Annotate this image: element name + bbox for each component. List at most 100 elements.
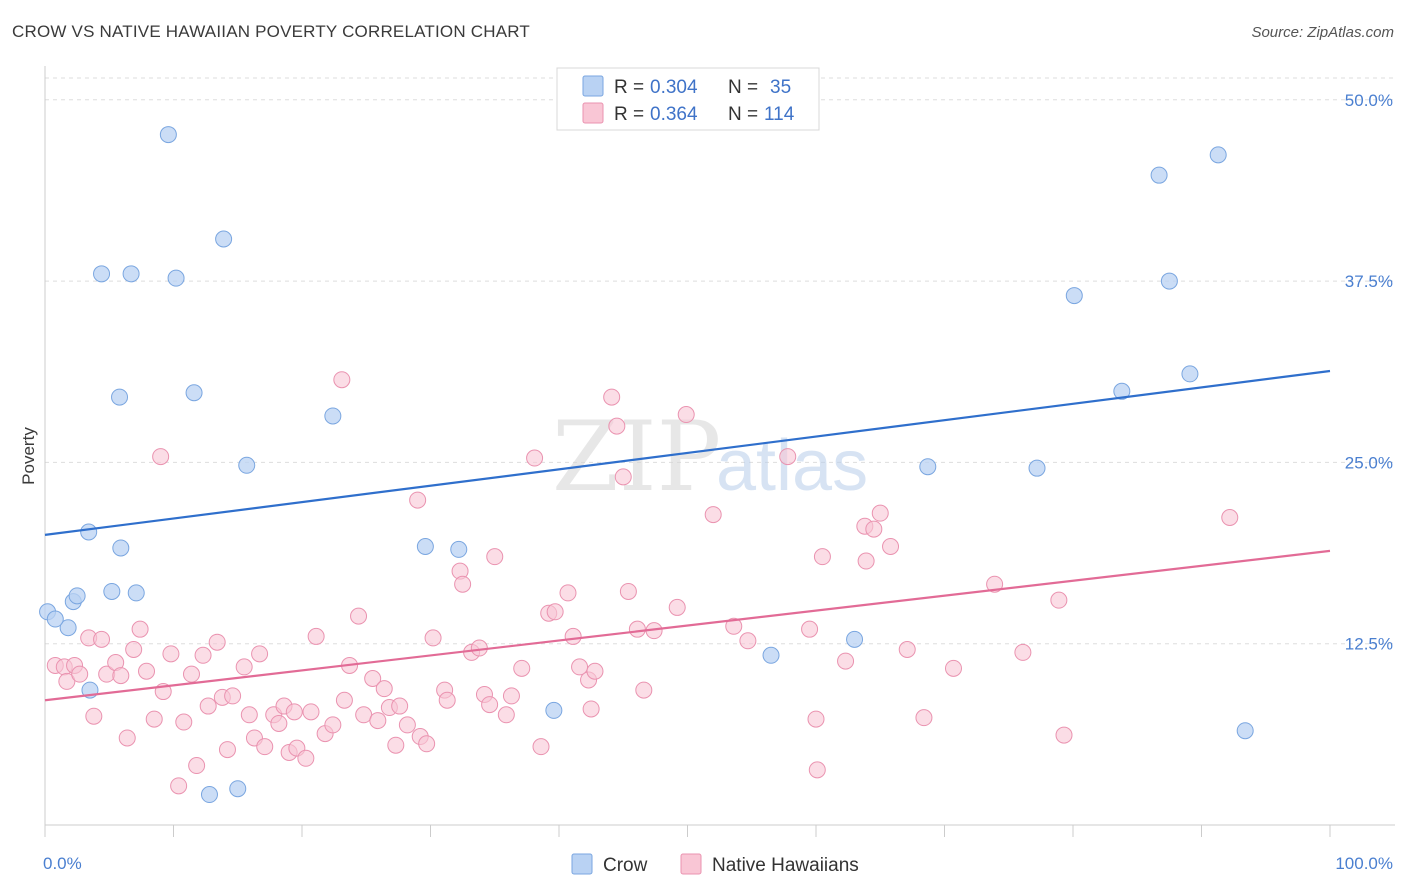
crow-point bbox=[59, 619, 77, 637]
native-hawaiians-point bbox=[71, 665, 89, 683]
native-hawaiians-point bbox=[559, 584, 577, 602]
native-hawaiians-point bbox=[350, 607, 368, 625]
native-hawaiians-point bbox=[418, 735, 436, 753]
crow-point bbox=[324, 407, 342, 425]
native-hawaiians-point bbox=[871, 504, 889, 522]
native-hawaiians-point bbox=[837, 652, 855, 670]
x-tick-labels: 0.0% 100.0% bbox=[43, 854, 1393, 873]
watermark-atlas: atlas bbox=[716, 426, 868, 506]
native-hawaiians-point bbox=[779, 448, 797, 466]
native-hawaiians-point bbox=[131, 620, 149, 638]
native-hawaiians-point bbox=[898, 640, 916, 658]
native-hawaiians-point bbox=[175, 713, 193, 731]
y-axis-label: Poverty bbox=[19, 427, 38, 485]
legend-n-value: 35 bbox=[770, 77, 791, 98]
y-tick-label: 37.5% bbox=[1345, 272, 1393, 291]
native-hawaiians-point bbox=[739, 632, 757, 650]
y-tick-label: 50.0% bbox=[1345, 91, 1393, 110]
native-hawaiians-point bbox=[235, 658, 253, 676]
crow-point bbox=[1065, 287, 1083, 305]
native-hawaiians-point bbox=[224, 687, 242, 705]
native-hawaiians-point bbox=[375, 680, 393, 698]
legend-r-label: R = bbox=[614, 104, 644, 125]
crow-point bbox=[762, 646, 780, 664]
native-hawaiians-point bbox=[182, 665, 200, 683]
axes bbox=[44, 66, 1395, 837]
watermark-zip: ZIP bbox=[552, 401, 721, 513]
crow-points bbox=[39, 126, 1254, 804]
crow-point bbox=[1113, 382, 1131, 400]
legend-swatch-crow bbox=[582, 75, 604, 97]
y-tick-label: 12.5% bbox=[1345, 635, 1393, 654]
legend-n-label: N = bbox=[728, 77, 758, 98]
native-hawaiians-point bbox=[324, 716, 342, 734]
crow-point bbox=[1160, 272, 1178, 290]
crow-point bbox=[112, 539, 130, 557]
native-hawaiians-point bbox=[355, 706, 373, 724]
bottom-legend: Crow Native Hawaiians bbox=[571, 853, 859, 876]
native-hawaiians-point bbox=[915, 709, 933, 727]
native-hawaiians-point bbox=[582, 700, 600, 718]
native-hawaiians-point bbox=[619, 582, 637, 600]
native-hawaiians-point bbox=[546, 603, 564, 621]
crow-point bbox=[200, 786, 218, 804]
native-hawaiians-point bbox=[1221, 508, 1239, 526]
native-hawaiians-point bbox=[170, 777, 188, 795]
native-hawaiians-point bbox=[486, 548, 504, 566]
source-label: Source: ZipAtlas.com bbox=[1251, 24, 1394, 41]
native-hawaiians-point bbox=[526, 449, 544, 467]
crow-trend-line bbox=[44, 369, 1331, 536]
native-hawaiians-point bbox=[424, 629, 442, 647]
native-hawaiians-point bbox=[454, 575, 472, 593]
native-hawaiians-point bbox=[364, 670, 382, 688]
native-hawaiians-point bbox=[677, 406, 695, 424]
legend-n-value: 114 bbox=[764, 104, 795, 125]
native-hawaiians-point bbox=[270, 714, 288, 732]
native-hawaiians-point bbox=[857, 552, 875, 570]
legend-r-value: 0.364 bbox=[650, 104, 698, 125]
native-hawaiians-point bbox=[194, 646, 212, 664]
native-hawaiians-point bbox=[398, 716, 416, 734]
native-hawaiians-point bbox=[256, 738, 274, 756]
native-hawaiians-point bbox=[668, 598, 686, 616]
native-hawaiians-point bbox=[586, 662, 604, 680]
crow-point bbox=[122, 265, 140, 283]
crow-point bbox=[80, 523, 98, 541]
crow-point bbox=[103, 582, 121, 600]
native-hawaiians-point bbox=[297, 749, 315, 767]
bottom-legend-label-crow: Crow bbox=[603, 855, 648, 876]
native-hawaiians-point bbox=[564, 627, 582, 645]
native-hawaiians-point bbox=[481, 696, 499, 714]
native-hawaiians-point bbox=[725, 617, 743, 635]
native-hawaiians-point bbox=[608, 417, 626, 435]
native-hawaiians-point bbox=[391, 697, 409, 715]
chart-title: CROW VS NATIVE HAWAIIAN POVERTY CORRELAT… bbox=[12, 22, 530, 41]
trend-lines bbox=[44, 369, 1331, 702]
native-hawaiians-point bbox=[240, 706, 258, 724]
native-hawaiians-point bbox=[85, 707, 103, 725]
crow-point bbox=[46, 610, 64, 628]
native-hawaiians-point bbox=[603, 388, 621, 406]
native-hawaiians-point bbox=[302, 703, 320, 721]
top-legend: R = 0.304 N = 35 R = 0.364 N = 114 bbox=[556, 67, 820, 131]
crow-point bbox=[919, 458, 937, 476]
native-hawaiians-point bbox=[502, 687, 520, 705]
bottom-legend-swatch-native-hawaiians bbox=[680, 853, 702, 875]
native-hawaiians-point bbox=[882, 538, 900, 556]
native-hawaiians-point bbox=[1050, 591, 1068, 609]
native-hawaiians-point bbox=[152, 448, 170, 466]
crow-point bbox=[1236, 722, 1254, 740]
native-hawaiians-point bbox=[571, 658, 589, 676]
native-hawaiians-point bbox=[369, 712, 387, 730]
bottom-legend-swatch-crow bbox=[571, 853, 593, 875]
native-hawaiians-point bbox=[387, 736, 405, 754]
native-hawaiians-point bbox=[532, 738, 550, 756]
crow-point bbox=[238, 456, 256, 474]
native-hawaiians-point bbox=[808, 761, 826, 779]
native-hawaiians-trend-line bbox=[44, 549, 1331, 702]
native-hawaiians-point bbox=[285, 703, 303, 721]
crow-point bbox=[450, 540, 468, 558]
crow-point bbox=[215, 230, 233, 248]
native-hawaiians-point bbox=[614, 468, 632, 486]
